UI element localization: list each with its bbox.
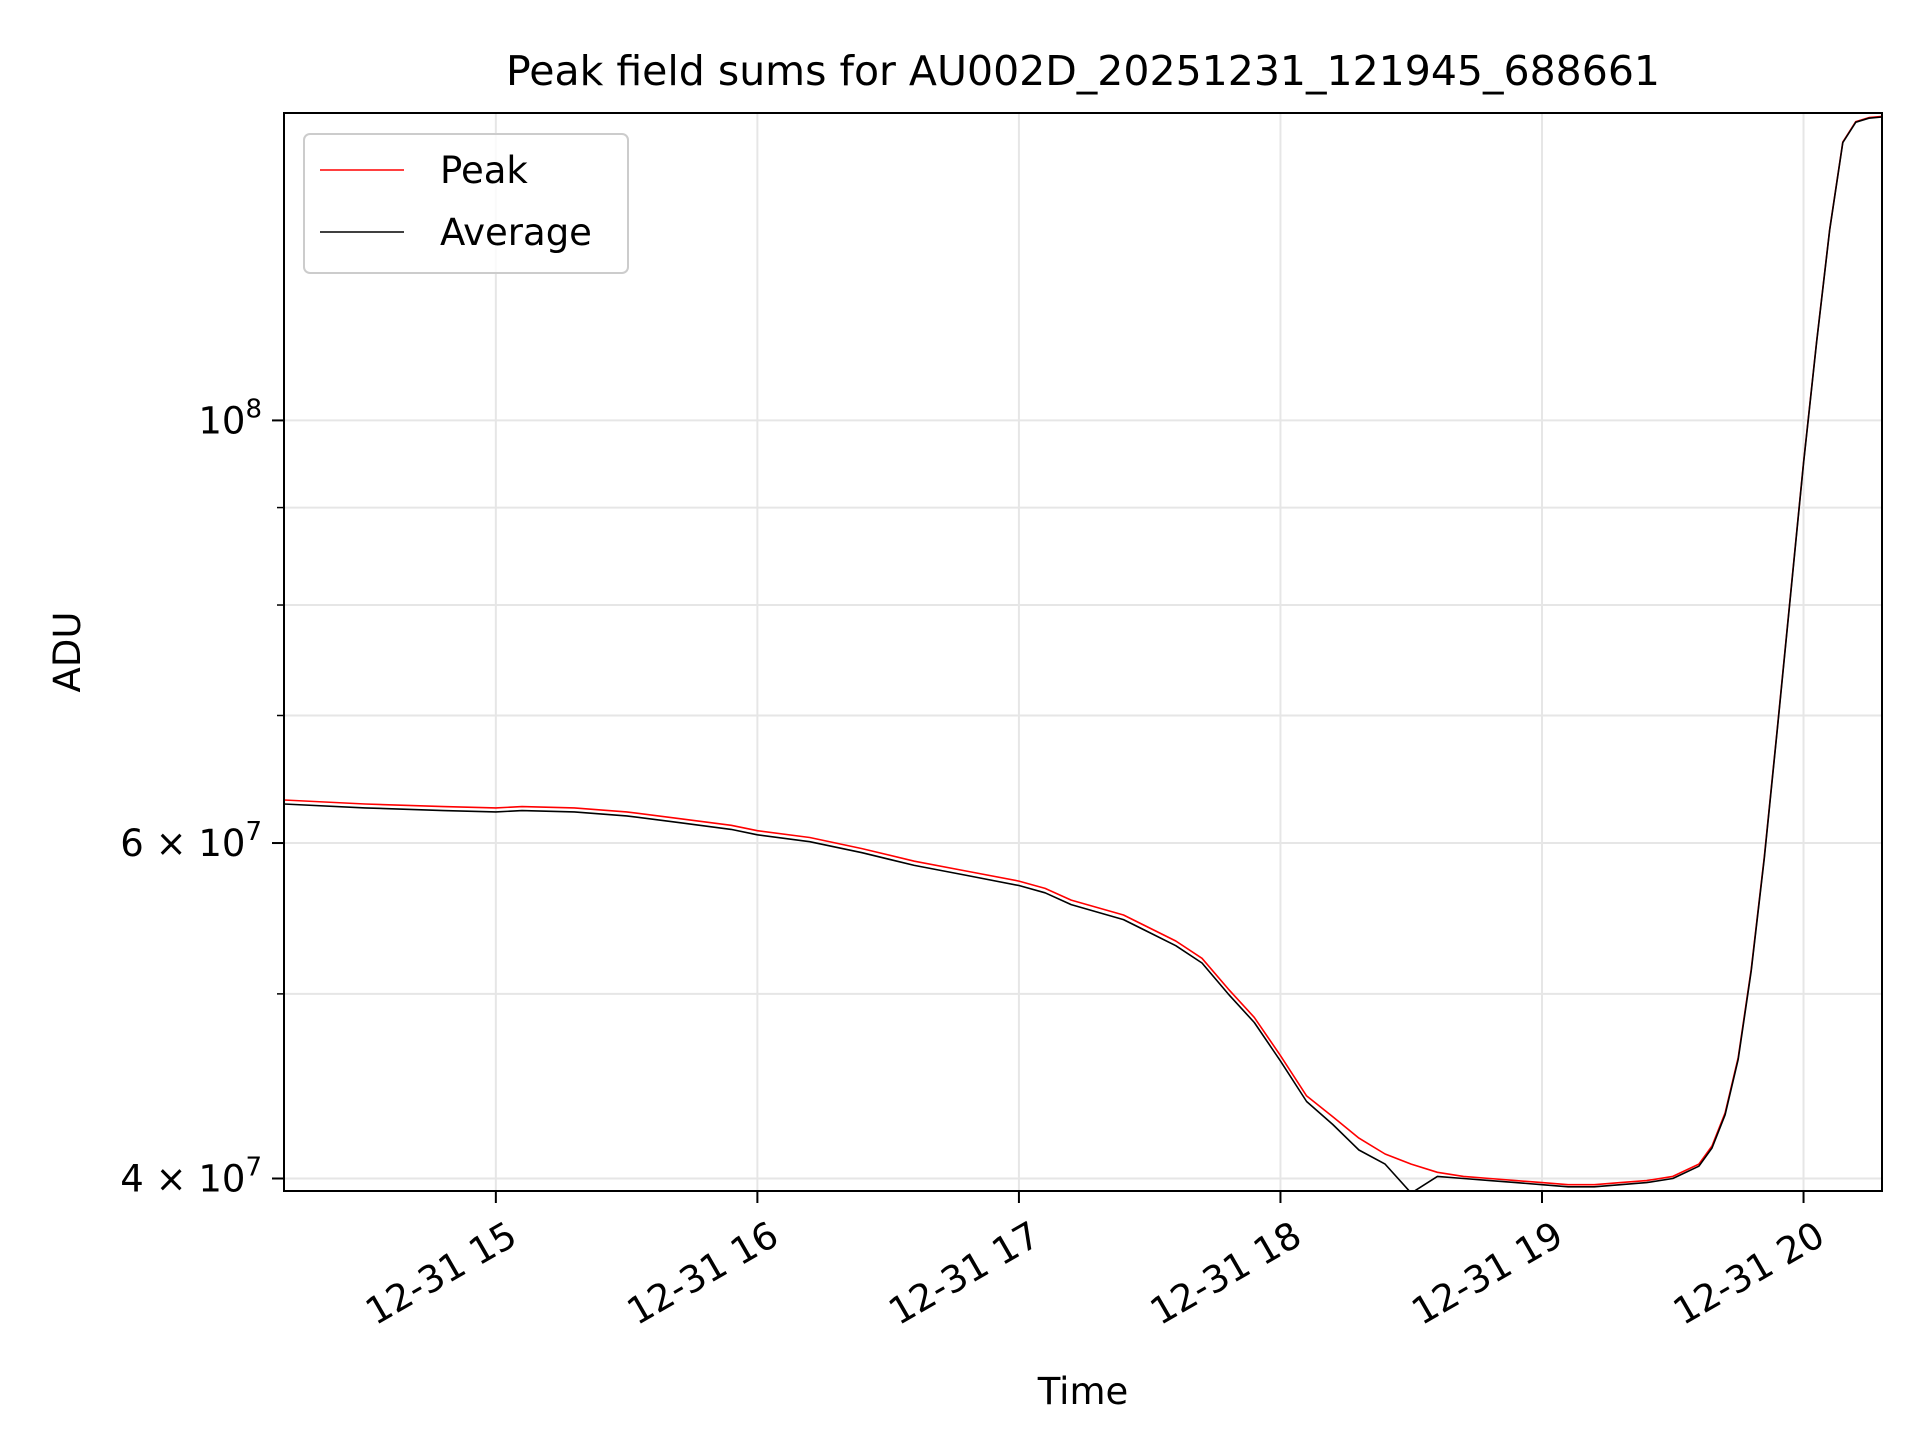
y-tick-label-base: 10 <box>198 399 245 442</box>
y-tick-label-exponent: 7 <box>245 817 262 847</box>
y-tick-label: 108 <box>198 394 262 442</box>
y-axis-label: ADU <box>46 612 89 693</box>
plot-frame <box>283 112 1883 1192</box>
legend-label-average: Average <box>440 211 592 254</box>
y-tick-label-exponent: 8 <box>245 394 262 424</box>
y-tick-label: 6 × 107 <box>120 817 262 865</box>
series-line-average <box>284 116 1882 1191</box>
y-tick-label-base: 4 × 10 <box>120 1157 245 1200</box>
legend-label-peak: Peak <box>440 149 528 192</box>
series-group <box>284 115 1882 1191</box>
grid <box>284 113 1882 1191</box>
y-tick-label: 4 × 107 <box>120 1152 262 1200</box>
y-tick-label-exponent: 7 <box>245 1152 262 1182</box>
chart-title: Peak field sums for AU002D_20251231_1219… <box>506 47 1660 95</box>
y-tick-label-base: 6 × 10 <box>120 822 245 865</box>
legend-box <box>303 133 629 274</box>
legend: Peak Average <box>303 133 629 274</box>
x-axis-label: Time <box>1037 1370 1129 1413</box>
